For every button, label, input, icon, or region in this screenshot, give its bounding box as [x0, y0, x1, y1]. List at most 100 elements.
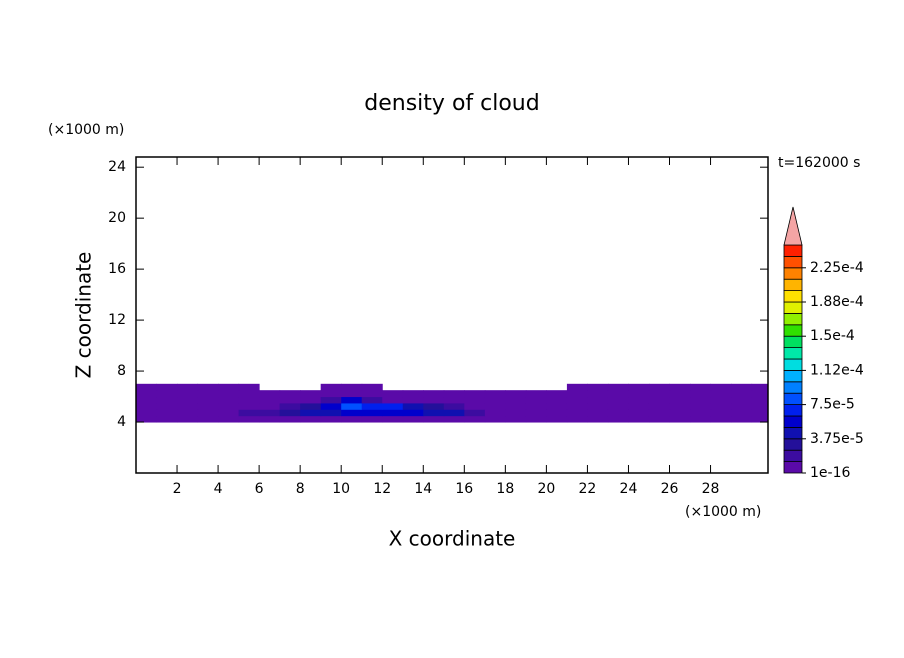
contour-cell	[300, 415, 322, 423]
contour-cell	[197, 415, 219, 423]
contour-cell	[177, 409, 199, 417]
contour-cell	[423, 396, 445, 404]
contour-cell	[156, 396, 178, 404]
contour-cell	[197, 396, 219, 404]
contour-cell	[361, 409, 383, 417]
contour-cell	[218, 402, 240, 410]
contour-cell	[710, 409, 732, 417]
x-unit: (×1000 m)	[685, 504, 761, 520]
colorbar-box	[783, 449, 803, 463]
contour-cell	[320, 415, 342, 423]
contour-cell	[587, 409, 609, 417]
contour-cell	[505, 396, 527, 404]
contour-cell	[546, 402, 568, 410]
contour-cell	[238, 396, 260, 404]
y-tick-label: 20	[108, 210, 126, 226]
contour-cell	[382, 409, 404, 417]
colorbar-box	[783, 290, 803, 303]
contour-cell	[751, 415, 768, 423]
contour-cell	[341, 396, 363, 404]
contour-cell	[197, 383, 219, 391]
x-tick-label: 16	[455, 481, 473, 497]
x-tick-label: 8	[296, 481, 305, 497]
contour-cell	[505, 390, 527, 398]
colorbar-label: 1.12e-4	[810, 362, 864, 378]
contour-cell	[546, 396, 568, 404]
colorbar-box	[783, 369, 803, 383]
contour-cell	[402, 402, 424, 410]
contour-cell	[423, 390, 445, 398]
contour-cell	[710, 396, 732, 404]
contour-cell	[423, 415, 445, 423]
contour-cell	[238, 409, 260, 417]
contour-field	[136, 383, 768, 423]
y-tick-label: 4	[117, 414, 126, 430]
contour-cell	[607, 409, 629, 417]
contour-cell	[300, 390, 322, 398]
contour-cell	[218, 396, 240, 404]
contour-cell	[177, 402, 199, 410]
contour-cell	[751, 390, 768, 398]
contour-cell	[628, 409, 650, 417]
contour-cell	[361, 390, 383, 398]
contour-cell	[690, 390, 712, 398]
contour-cell	[443, 402, 465, 410]
contour-cell	[279, 409, 301, 417]
x-tick-label: 20	[537, 481, 555, 497]
contour-cell	[259, 415, 281, 423]
contour-cell	[238, 415, 260, 423]
contour-cell	[628, 390, 650, 398]
contour-cell	[669, 396, 691, 404]
colorbar-box	[783, 244, 803, 257]
contour-cell	[279, 415, 301, 423]
contour-cell	[566, 402, 588, 410]
colorbar-box	[783, 312, 803, 326]
x-axis-label: X coordinate	[389, 527, 516, 551]
contour-cell	[628, 396, 650, 404]
contour-cell	[320, 383, 342, 391]
contour-cell	[607, 390, 629, 398]
contour-cell	[136, 415, 158, 423]
colorbar-label: 3.75e-5	[810, 431, 864, 447]
contour-cell	[690, 396, 712, 404]
contour-cell	[218, 383, 240, 391]
contour-cell	[197, 402, 219, 410]
colorbar-box	[783, 335, 803, 349]
contour-cell	[731, 390, 753, 398]
contour-cell	[628, 415, 650, 423]
contour-cell	[464, 415, 486, 423]
contour-cell	[443, 390, 465, 398]
contour-cell	[136, 396, 158, 404]
contour-cell	[177, 415, 199, 423]
contour-cell	[361, 402, 383, 410]
colorbar-extension	[783, 206, 803, 246]
contour-cell	[484, 409, 506, 417]
y-unit: (×1000 m)	[48, 122, 124, 138]
y-tick-label: 24	[108, 159, 126, 175]
contour-cell	[279, 390, 301, 398]
colorbar-box	[783, 415, 803, 428]
contour-cell	[382, 402, 404, 410]
contour-cell	[218, 409, 240, 417]
contour-cell	[320, 409, 342, 417]
x-tick-label: 6	[255, 481, 264, 497]
contour-cell	[382, 396, 404, 404]
contour-cell	[587, 383, 609, 391]
plot-frame	[135, 156, 769, 474]
contour-cell	[156, 402, 178, 410]
contour-cell	[259, 402, 281, 410]
contour-cell	[690, 415, 712, 423]
x-tick-label: 26	[661, 481, 679, 497]
contour-cell	[731, 402, 753, 410]
contour-cell	[731, 415, 753, 423]
contour-cell	[587, 415, 609, 423]
contour-cell	[464, 390, 486, 398]
colorbar-label: 2.25e-4	[810, 260, 864, 276]
contour-cell	[566, 409, 588, 417]
contour-cell	[300, 396, 322, 404]
x-tick-label: 14	[414, 481, 432, 497]
contour-cell	[402, 390, 424, 398]
contour-cell	[751, 383, 768, 391]
y-tick-label: 16	[108, 261, 126, 277]
colorbar-box	[783, 347, 803, 360]
